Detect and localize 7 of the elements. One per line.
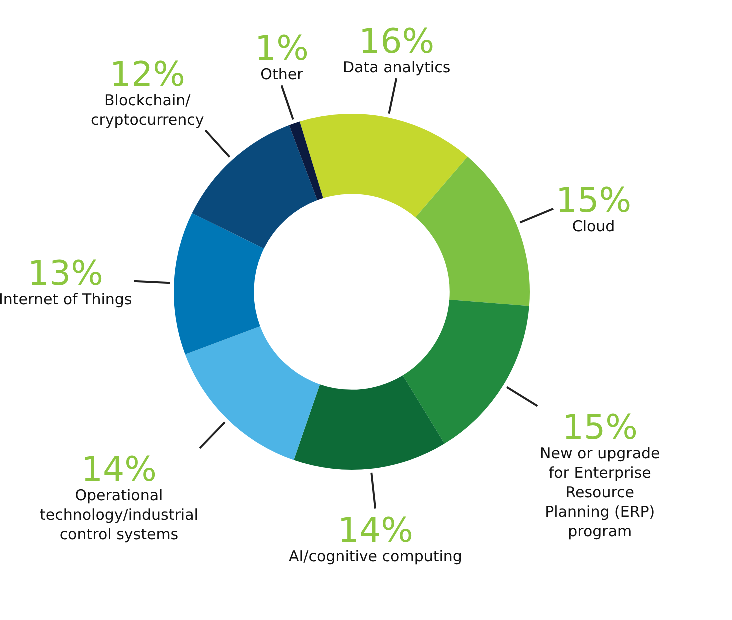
donut-slice: [300, 114, 468, 218]
donut-slice: [185, 326, 320, 460]
donut-slice: [294, 376, 445, 470]
donut-slice: [174, 213, 264, 355]
donut-slice: [416, 156, 530, 306]
donut-slice: [289, 122, 324, 200]
donut-slice: [403, 300, 530, 444]
